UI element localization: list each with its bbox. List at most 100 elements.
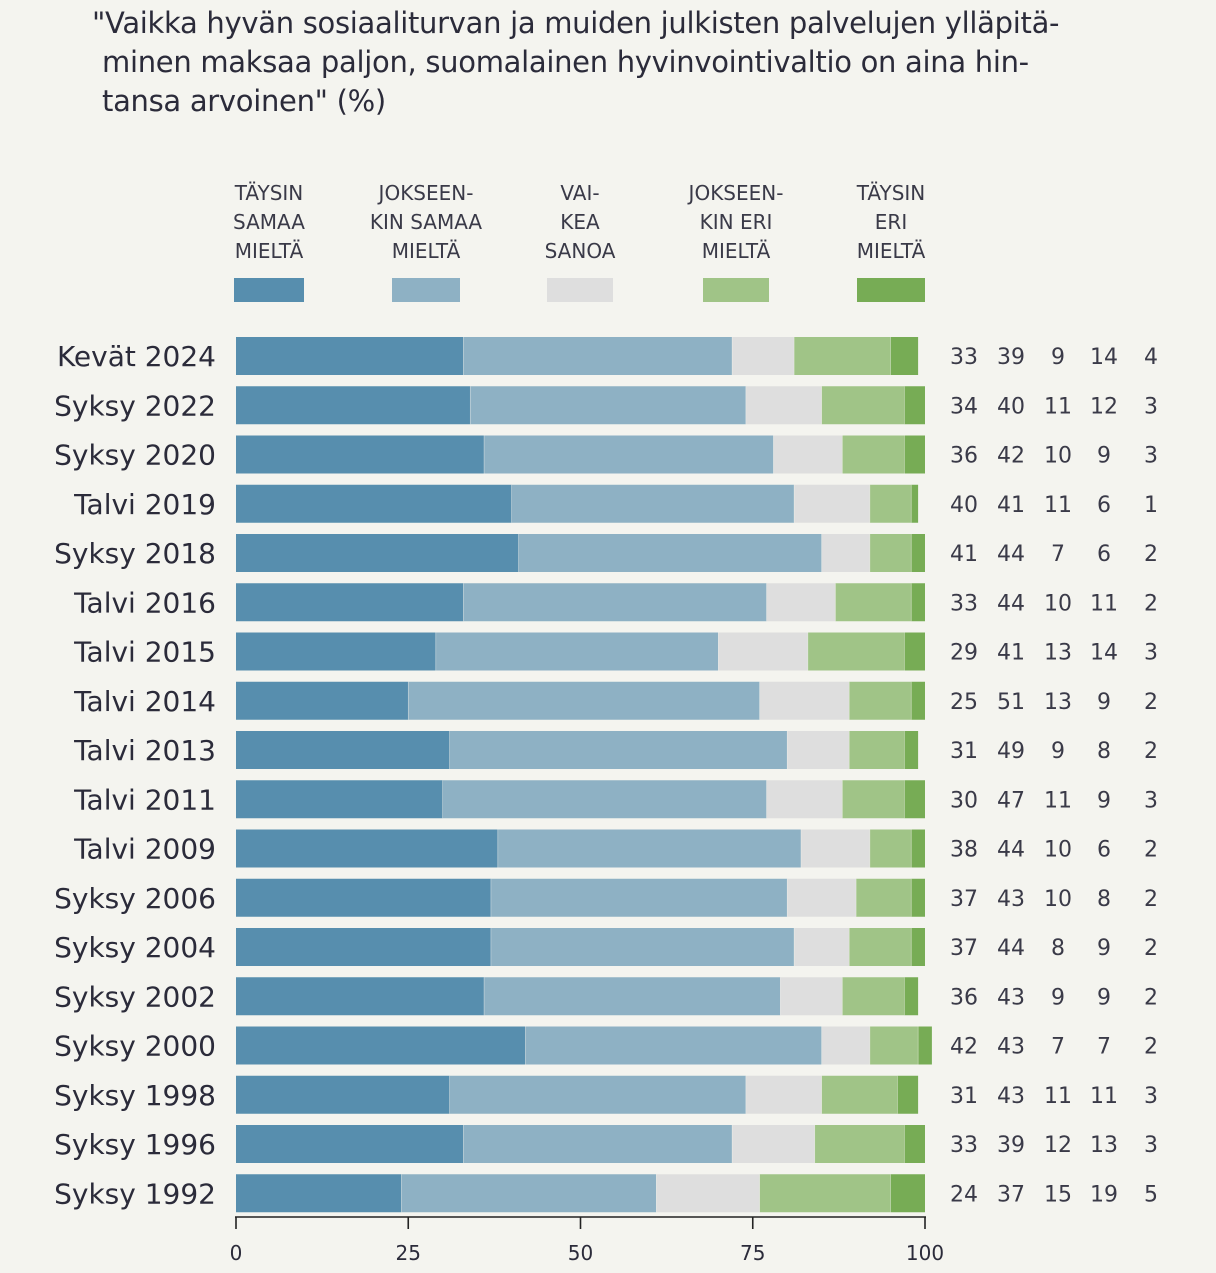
data-label: 13	[1090, 1133, 1118, 1158]
bar-segment	[780, 977, 843, 1016]
data-label: 51	[997, 690, 1025, 715]
value-row: 37 44 8 9 2	[950, 936, 1158, 961]
data-label: 44	[997, 838, 1025, 863]
bar-segment	[869, 1026, 919, 1065]
bar-segment	[787, 731, 850, 769]
legend-label: MIELTÄ	[857, 239, 926, 263]
data-label: 2	[1144, 690, 1158, 715]
data-label: 6	[1097, 838, 1111, 863]
bar-segment	[911, 878, 925, 917]
legend-label: MIELTÄ	[235, 239, 304, 263]
table-row: Talvi 2016	[73, 583, 925, 622]
row-label: Talvi 2011	[73, 783, 216, 816]
row-label: Syksy 2018	[54, 537, 216, 570]
table-row: Talvi 2011	[73, 780, 925, 819]
value-row: 40 41 11 6 1	[950, 493, 1158, 518]
legend-swatch	[703, 278, 769, 302]
legend-label: MIELTÄ	[702, 239, 771, 263]
bar-segment	[497, 829, 801, 868]
bar-segment	[236, 731, 450, 769]
value-row: 33 39 12 13 3	[950, 1133, 1158, 1158]
x-tick-label: 100	[906, 1241, 944, 1265]
row-label: Syksy 1996	[54, 1128, 216, 1161]
data-label: 3	[1144, 1133, 1158, 1158]
table-row: Syksy 1992	[54, 1174, 925, 1213]
data-label: 7	[1051, 542, 1065, 567]
bar-segment	[449, 731, 788, 769]
data-label: 8	[1097, 887, 1111, 912]
data-label: 9	[1097, 444, 1111, 469]
bar-segment	[236, 337, 464, 375]
bar-segment	[904, 435, 925, 474]
table-row: Talvi 2015	[73, 632, 925, 671]
bar-segment	[800, 829, 870, 868]
bar-segment	[745, 1075, 822, 1114]
data-label: 3	[1144, 1084, 1158, 1109]
legend-label: TÄYSIN	[234, 181, 304, 205]
table-row: Talvi 2014	[73, 681, 925, 720]
data-label: 9	[1097, 788, 1111, 813]
legend-label: ERI	[875, 210, 907, 234]
bar-segment	[463, 1125, 733, 1163]
data-label: 8	[1097, 739, 1111, 764]
bar-segment	[442, 780, 767, 819]
bar-segment	[794, 484, 870, 523]
bar-segment	[236, 681, 409, 720]
value-row: 25 51 13 9 2	[950, 690, 1158, 715]
data-label: 2	[1144, 1035, 1158, 1060]
x-tick-label: 0	[230, 1241, 243, 1265]
data-label: 24	[950, 1182, 978, 1207]
legend-swatch	[547, 278, 613, 302]
data-label: 2	[1144, 838, 1158, 863]
legend-label: KEA	[560, 210, 600, 234]
table-row: Syksy 2022	[54, 386, 925, 425]
table-row: Syksy 2004	[54, 928, 925, 966]
chart-title-line-1: "Vaikka hyvän sosiaaliturvan ja muiden j…	[92, 6, 1060, 40]
bar-segment	[911, 583, 925, 622]
bar-segment	[890, 337, 919, 375]
legend-swatch	[392, 278, 460, 302]
chart-rows: Kevät 2024 Syksy 2022 Syksy 2020 Talvi 2019…	[54, 337, 932, 1213]
value-row: 36 43 9 9 2	[950, 985, 1158, 1010]
data-label: 10	[1044, 444, 1072, 469]
bar-segment	[821, 1026, 870, 1065]
data-label: 29	[950, 641, 978, 666]
value-row: 31 49 9 8 2	[950, 739, 1158, 764]
table-row: Syksy 2018	[54, 534, 925, 572]
value-row: 42 43 7 7 2	[950, 1035, 1158, 1060]
bar-segment	[911, 484, 919, 523]
bar-segment	[470, 386, 746, 425]
bar-segment	[759, 1174, 891, 1213]
bar-segment	[869, 829, 912, 868]
row-label: Syksy 1998	[54, 1079, 216, 1112]
data-label: 34	[950, 394, 978, 419]
bar-segment	[904, 780, 925, 819]
data-label: 9	[1097, 985, 1111, 1010]
legend-swatch	[234, 278, 304, 302]
data-label: 42	[997, 444, 1025, 469]
bar-segment	[236, 435, 485, 474]
bar-segment	[787, 878, 857, 917]
data-label: 9	[1051, 345, 1065, 370]
chart-title-line-3: tansa arvoinen" (%)	[102, 84, 386, 118]
bar-segment	[842, 977, 905, 1016]
bar-segment	[918, 1026, 932, 1065]
bar-segment	[745, 386, 822, 425]
data-label: 2	[1144, 936, 1158, 961]
legend-label: JOKSEEN-	[377, 181, 474, 205]
bar-segment	[408, 681, 760, 720]
data-label: 10	[1044, 838, 1072, 863]
bar-segment	[856, 878, 912, 917]
bar-segment	[814, 1125, 905, 1163]
table-row: Talvi 2019	[73, 484, 919, 523]
bar-segment	[766, 780, 843, 819]
data-label: 49	[997, 739, 1025, 764]
legend-label: KIN ERI	[700, 210, 773, 234]
bar-segment	[449, 1075, 746, 1114]
table-row: Talvi 2013	[73, 731, 919, 769]
value-table: 33 39 9 14 434 40 11 12 336 42 10 9 340 41 11 6 141 44 7 6 2…	[950, 345, 1158, 1207]
data-label: 13	[1044, 641, 1072, 666]
data-label: 41	[950, 542, 978, 567]
bar-segment	[435, 632, 719, 671]
